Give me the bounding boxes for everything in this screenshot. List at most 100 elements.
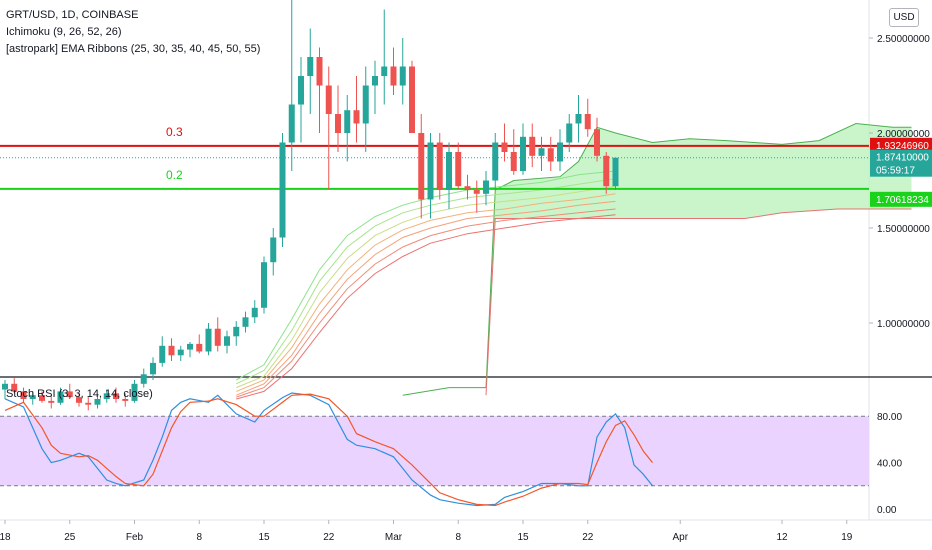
candle-body bbox=[251, 307, 258, 318]
last-price-tag-text: 1.87410000 bbox=[876, 153, 929, 164]
candle-body bbox=[76, 397, 82, 403]
candle-body bbox=[483, 180, 489, 194]
ema-ribbons-legend[interactable]: [astropark] EMA Ribbons (25, 30, 35, 40,… bbox=[6, 43, 261, 55]
candle-body bbox=[168, 345, 175, 356]
last-price-tag: 1.87410000 05:59:17 bbox=[870, 149, 932, 177]
candle-body bbox=[344, 110, 351, 133]
candle-body bbox=[446, 152, 452, 190]
candle-body bbox=[122, 399, 129, 401]
last-price-tag-bg bbox=[870, 149, 932, 177]
candle-body bbox=[298, 76, 304, 105]
candle-body bbox=[473, 190, 480, 194]
candle-body bbox=[288, 104, 295, 143]
time-tick-label: Apr bbox=[672, 532, 688, 543]
rsi-tick-label: 0.00 bbox=[877, 505, 897, 516]
price-tick-label: 1.00000000 bbox=[877, 319, 930, 330]
candle-body bbox=[566, 123, 573, 143]
candle-body bbox=[520, 136, 526, 171]
candle-body bbox=[261, 262, 267, 308]
senkou-a-line bbox=[402, 122, 912, 396]
candle-body bbox=[66, 391, 73, 398]
candle-body bbox=[390, 66, 397, 86]
cloud-fill bbox=[486, 123, 912, 396]
time-tick-label: 15 bbox=[258, 532, 270, 543]
currency-button[interactable]: USD bbox=[889, 8, 919, 27]
candle-body bbox=[501, 142, 508, 152]
time-tick-label: Mar bbox=[385, 532, 403, 543]
candle-body bbox=[224, 336, 230, 346]
candle-body bbox=[39, 395, 45, 401]
rsi-axis[interactable]: 0.00 40.00 80.00 bbox=[877, 412, 902, 516]
time-tick-label: 19 bbox=[841, 532, 853, 543]
ichimoku-legend[interactable]: Ichimoku (9, 26, 52, 26) bbox=[6, 26, 122, 38]
candle-body bbox=[575, 114, 582, 124]
candle-body bbox=[159, 345, 166, 363]
stoch-rsi-legend[interactable]: Stoch RSI (3, 3, 14, 14, close) bbox=[6, 388, 153, 400]
candle-body bbox=[335, 114, 341, 133]
candle-body bbox=[584, 114, 591, 130]
red-level-tag-bg bbox=[870, 137, 932, 153]
candle-body bbox=[603, 155, 610, 187]
candle-body bbox=[94, 399, 101, 405]
candle-body bbox=[529, 136, 536, 156]
ema-ribbon-line bbox=[236, 170, 616, 381]
candle-body bbox=[399, 66, 406, 86]
ema-ribbons bbox=[236, 170, 616, 400]
ema-ribbon-line bbox=[236, 185, 616, 389]
candle-body bbox=[150, 362, 156, 375]
green-level-tag-bg bbox=[870, 191, 932, 207]
time-tick-label: 22 bbox=[323, 532, 335, 543]
stoch-k-line bbox=[4, 392, 653, 507]
candle-body bbox=[270, 237, 277, 263]
time-axis[interactable]: 18 25 Feb 8 15 22 Mar 8 15 22 Apr 12 19 bbox=[0, 520, 853, 543]
candle-body bbox=[381, 66, 388, 76]
candle-body bbox=[455, 152, 462, 187]
candle-body bbox=[316, 57, 323, 86]
last-price-tag-text: 05:59:17 bbox=[876, 166, 915, 177]
candle-body bbox=[233, 326, 240, 337]
candle-body bbox=[409, 66, 415, 133]
candle-body bbox=[325, 85, 332, 114]
candle-body bbox=[29, 395, 36, 399]
symbol-title: GRT/USD, 1D, COINBASE bbox=[6, 9, 139, 21]
stoch-d-line bbox=[4, 393, 653, 507]
candle-body bbox=[492, 142, 499, 181]
price-axis[interactable]: 1.00000000 1.50000000 2.00000000 2.50000000… bbox=[869, 0, 930, 330]
candle-body bbox=[11, 383, 18, 392]
time-tick-label: 18 bbox=[0, 532, 11, 543]
candle-body bbox=[48, 400, 55, 403]
candle-body bbox=[205, 328, 212, 352]
ichimoku-cloud bbox=[402, 122, 912, 396]
candle-body bbox=[187, 343, 193, 350]
candle-body bbox=[372, 76, 378, 86]
candle-body bbox=[177, 349, 184, 356]
rsi-tick-label: 40.00 bbox=[877, 459, 902, 470]
ema-ribbon-line bbox=[236, 200, 616, 396]
ema-ribbon-line bbox=[236, 193, 616, 392]
candle-body bbox=[538, 148, 545, 156]
time-tick-label: 12 bbox=[776, 532, 788, 543]
candle-body bbox=[2, 383, 8, 390]
green-level-tag: 1.70618234 bbox=[870, 191, 932, 207]
candle-body bbox=[427, 142, 434, 200]
candle-body bbox=[140, 374, 147, 384]
fib-level-label: 0.3 bbox=[166, 125, 183, 139]
green-level-tag-text: 1.70618234 bbox=[876, 195, 929, 206]
stoch-rsi-pane bbox=[0, 392, 869, 507]
fib-level-label: 0.2 bbox=[166, 168, 183, 182]
candle-body bbox=[113, 393, 119, 399]
price-tick-label: 2.50000000 bbox=[877, 34, 930, 45]
candle-body bbox=[279, 142, 286, 238]
candle-body bbox=[594, 129, 600, 156]
candle-body bbox=[464, 186, 471, 190]
candle-body bbox=[20, 391, 27, 399]
rsi-tick-label: 80.00 bbox=[877, 412, 902, 423]
candle-body bbox=[57, 391, 64, 403]
candle-body bbox=[214, 328, 221, 346]
red-level-tag: 1.93246960 bbox=[870, 137, 932, 153]
price-tick-label: 2.00000000 bbox=[877, 129, 930, 140]
candle-body bbox=[196, 343, 203, 352]
ema-ribbon-line bbox=[236, 178, 616, 385]
